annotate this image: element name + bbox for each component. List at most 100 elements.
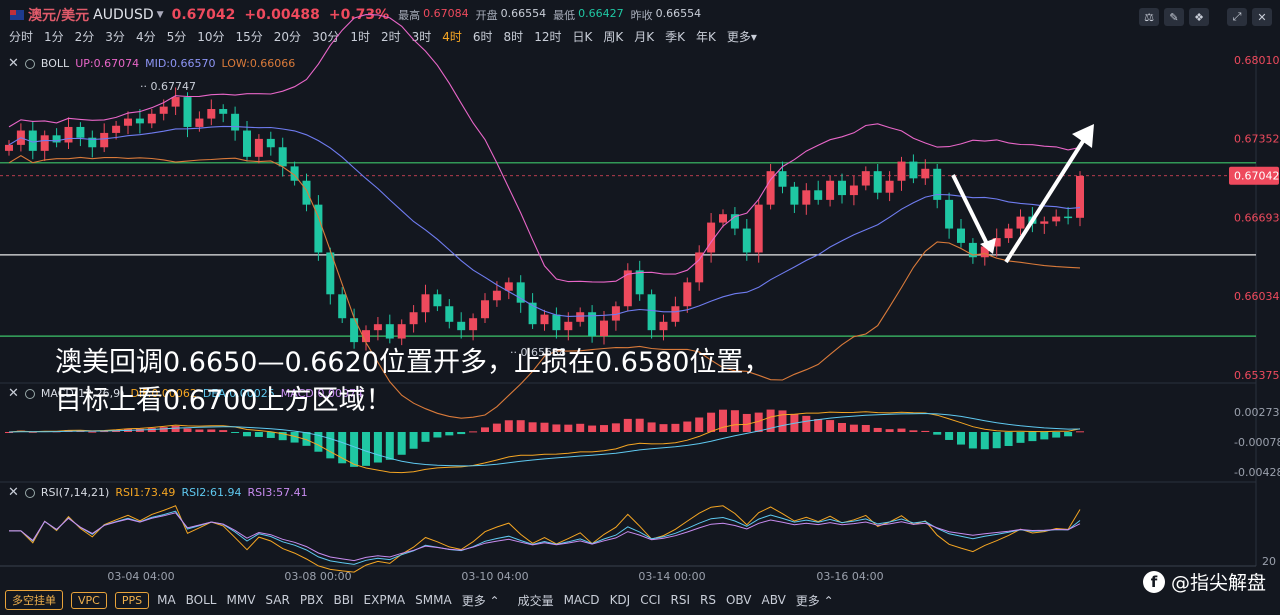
period-12[interactable]: 3时 [411,30,432,44]
chevron-down-icon[interactable]: ▼ [156,10,164,20]
period-0[interactable]: 分时 [9,30,34,44]
candle-body [552,314,561,331]
macd-bar [421,432,430,442]
period-14[interactable]: 6时 [472,30,493,44]
stat-label: 开盘 [475,9,498,22]
draw-icon[interactable]: ✎ [1164,8,1184,26]
macd-bar [159,427,168,432]
candle-body [52,135,61,143]
stat-value: 0.66554 [655,7,702,20]
candle-body [243,130,251,157]
period-8[interactable]: 20分 [273,30,302,44]
candle-body [28,130,37,151]
main-indicator-item[interactable]: 更多 ⌃ [461,593,500,608]
main-indicator-item[interactable]: SMMA [415,593,452,607]
period-9[interactable]: 30分 [312,30,340,44]
candle-body [957,228,965,243]
period-17[interactable]: 日K [572,30,593,44]
pill-button[interactable]: VPC [71,591,107,609]
period-18[interactable]: 周K [603,30,624,44]
candle-body [778,171,787,187]
period-6[interactable]: 10分 [197,30,225,44]
sub-indicator-item[interactable]: 成交量 [517,593,554,608]
fullscreen-icon[interactable]: ⤢ [1227,8,1247,26]
main-indicator-item[interactable]: EXPMA [363,593,406,607]
candle-body [814,190,823,200]
period-2[interactable]: 2分 [74,30,95,44]
candle-body [766,171,775,205]
macd-bar [350,432,359,467]
period-16[interactable]: 12时 [534,30,562,44]
main-indicator-item[interactable]: PBX [299,593,324,607]
pill-button[interactable]: PPS [114,591,150,609]
period-20[interactable]: 季K [665,30,685,44]
close-icon[interactable]: ✕ [8,386,19,401]
period-1[interactable]: 1分 [44,30,64,44]
main-indicator-item[interactable]: BOLL [185,593,217,607]
main-indicator-item[interactable]: MA [157,593,176,607]
candle-body [1076,175,1084,218]
macd-bar [504,420,513,432]
macd-bar [814,419,823,432]
sub-indicator-item[interactable]: 更多 ⌃ [795,593,834,608]
period-5[interactable]: 5分 [166,30,187,44]
settings-icon[interactable]: ⚖ [1139,8,1159,26]
macd-bar [492,423,501,432]
main-indicator-item[interactable]: BBI [333,593,354,607]
boll-up-value: UP:0.67074 [75,57,140,70]
macd-bar [707,412,716,432]
period-10[interactable]: 1时 [350,30,370,44]
candle-body [421,294,430,313]
candle-body [457,321,466,331]
candle-body [254,138,263,157]
close-icon[interactable]: ✕ [8,56,19,71]
close-icon[interactable]: ✕ [8,485,19,500]
macd-bar [195,429,204,432]
candle-body [671,306,680,322]
period-19[interactable]: 月K [634,30,655,44]
symbol-code[interactable]: AUDUSD [93,7,154,23]
gear-icon[interactable] [24,487,35,498]
stat-label: 最低 [553,9,576,22]
pill-button[interactable]: 多空挂单 [5,590,63,610]
period-7[interactable]: 15分 [235,30,263,44]
sub-indicator-item[interactable]: OBV [725,593,752,607]
rsi3-line [9,512,1081,562]
period-22[interactable]: 更多▾ [726,30,757,44]
sub-indicator-item[interactable]: RS [700,593,716,607]
sub-indicator-item[interactable]: MACD [563,593,600,607]
candle-body [611,306,620,321]
candle-body [207,109,216,119]
price-axis-label: 0.65375 [1234,369,1280,382]
macd-bar [207,429,216,432]
period-15[interactable]: 8时 [503,30,524,44]
candle-body [1040,221,1049,224]
main-indicator-item[interactable]: MMV [226,593,256,607]
candle-body [742,228,751,253]
period-3[interactable]: 3分 [105,30,125,44]
compare-icon[interactable]: ❖ [1189,8,1209,26]
sub-indicator-item[interactable]: RSI [670,593,691,607]
macd-bar [552,424,561,432]
period-13[interactable]: 4时 [442,30,462,44]
macd-dif-line [8,411,1081,474]
main-indicator-item[interactable]: SAR [265,593,290,607]
stat-label: 最高 [398,9,421,22]
symbol-name[interactable]: 澳元/美元 [28,8,90,24]
macd-bar [397,432,406,455]
candle-body [171,97,180,107]
period-21[interactable]: 年K [695,30,716,44]
sub-indicator-item[interactable]: CCI [640,593,661,607]
macd-bar [945,432,954,440]
gear-icon[interactable] [24,388,35,399]
close-icon[interactable]: ✕ [1252,8,1272,26]
candle-body [802,190,811,205]
period-4[interactable]: 4分 [135,30,156,44]
sub-indicator-item[interactable]: ABV [761,593,786,607]
sub-indicator-item[interactable]: KDJ [609,593,631,607]
gear-icon[interactable] [24,58,35,69]
period-11[interactable]: 2时 [380,30,401,44]
x-axis-label: 03-04 04:00 [107,570,174,583]
chart-tools: ⚖ ✎ ❖ ⤢ ✕ [1139,8,1272,26]
